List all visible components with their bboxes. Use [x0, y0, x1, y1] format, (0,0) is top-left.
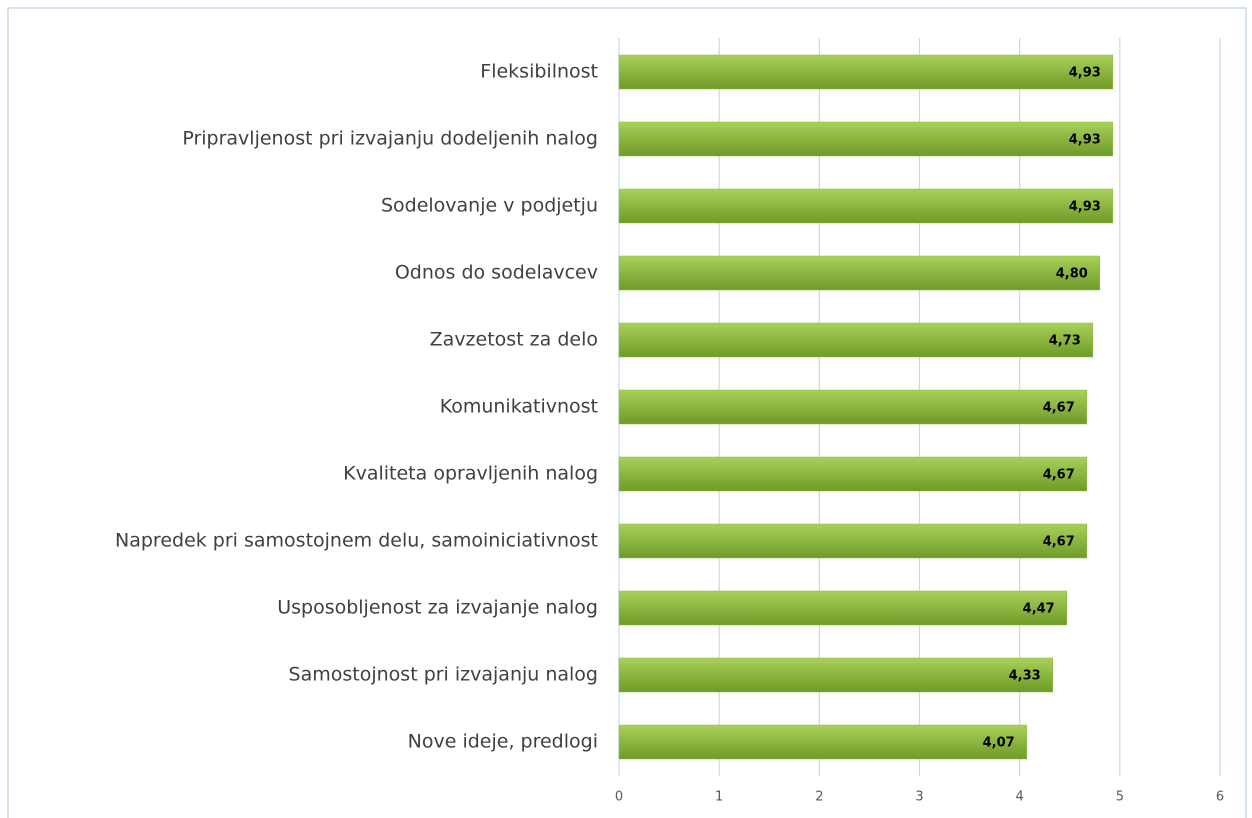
- value-label: 4,93: [1069, 66, 1101, 81]
- x-tick-label: 4: [1016, 790, 1024, 805]
- value-label: 4,33: [1009, 669, 1041, 684]
- bar: [618, 389, 1088, 425]
- bar: [618, 121, 1114, 157]
- x-tick-label: 1: [715, 790, 723, 805]
- x-tick-label: 0: [615, 790, 623, 805]
- bar: [618, 590, 1067, 626]
- x-tick-label: 2: [815, 790, 823, 805]
- bar: [618, 523, 1088, 559]
- value-label: 4,67: [1043, 535, 1075, 550]
- x-tick-label: 3: [915, 790, 923, 805]
- value-label: 4,47: [1023, 602, 1055, 617]
- value-label: 4,93: [1069, 200, 1101, 215]
- category-label: Odnos do sodelavcev: [395, 262, 598, 284]
- category-label: Sodelovanje v podjetju: [381, 195, 598, 217]
- bar: [618, 188, 1114, 224]
- bar: [618, 255, 1101, 291]
- value-label: 4,67: [1043, 468, 1075, 483]
- category-label: Nove ideje, predlogi: [408, 731, 598, 753]
- category-label: Komunikativnost: [440, 396, 598, 418]
- bar: [618, 54, 1114, 90]
- category-label: Pripravljenost pri izvajanju dodeljenih …: [182, 128, 598, 150]
- x-tick-label: 6: [1216, 790, 1224, 805]
- bar: [618, 322, 1094, 358]
- value-label: 4,73: [1049, 334, 1081, 349]
- value-label: 4,93: [1069, 133, 1101, 148]
- x-tick-label: 5: [1116, 790, 1124, 805]
- category-label: Kvaliteta opravljenih nalog: [343, 463, 598, 485]
- category-label: Zavzetost za delo: [430, 329, 598, 351]
- chart-frame: [7, 7, 1247, 818]
- value-label: 4,80: [1056, 267, 1088, 282]
- value-label: 4,07: [983, 736, 1015, 751]
- category-label: Fleksibilnost: [480, 61, 598, 83]
- category-label: Napredek pri samostojnem delu, samoinici…: [115, 530, 598, 552]
- bar: [618, 456, 1088, 492]
- bar: [618, 657, 1053, 693]
- value-label: 4,67: [1043, 401, 1075, 416]
- category-label: Usposobljenost za izvajanje nalog: [277, 597, 598, 619]
- category-label: Samostojnost pri izvajanju nalog: [289, 664, 598, 686]
- bar: [618, 724, 1027, 760]
